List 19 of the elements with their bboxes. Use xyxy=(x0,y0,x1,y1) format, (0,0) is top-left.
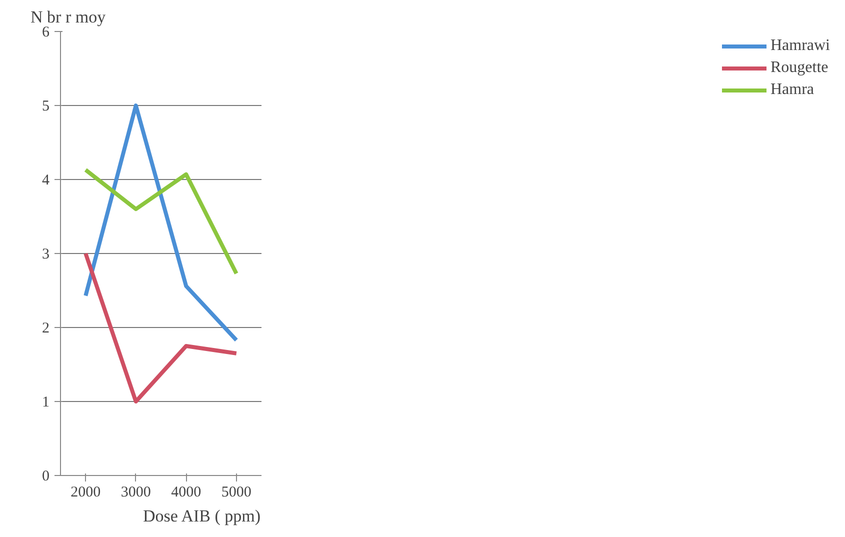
line-series xyxy=(84,252,238,404)
y-tick-label: 0 xyxy=(42,468,50,484)
line-series xyxy=(84,104,238,342)
y-tick-label: 3 xyxy=(42,246,50,262)
x-tick-label: 3000 xyxy=(120,484,151,500)
x-tick-label: 2000 xyxy=(70,484,101,500)
legend-label: Hamrawi xyxy=(770,37,830,55)
x-axis-title: Dose AIB ( ppm) xyxy=(142,506,261,526)
y-tick-label: 1 xyxy=(42,394,50,410)
y-tick-label: 4 xyxy=(42,172,50,188)
y-tick-label: 2 xyxy=(42,320,50,336)
y-axis-title: N br r moy xyxy=(30,8,106,26)
line-series xyxy=(84,168,238,276)
legend-label: Rougette xyxy=(770,59,828,77)
x-tick-label: 5000 xyxy=(221,484,252,500)
x-tick-label: 4000 xyxy=(171,484,202,500)
legend-label: Hamra xyxy=(770,81,814,99)
y-tick-label: 6 xyxy=(42,24,50,40)
y-tick-label: 5 xyxy=(42,98,50,114)
